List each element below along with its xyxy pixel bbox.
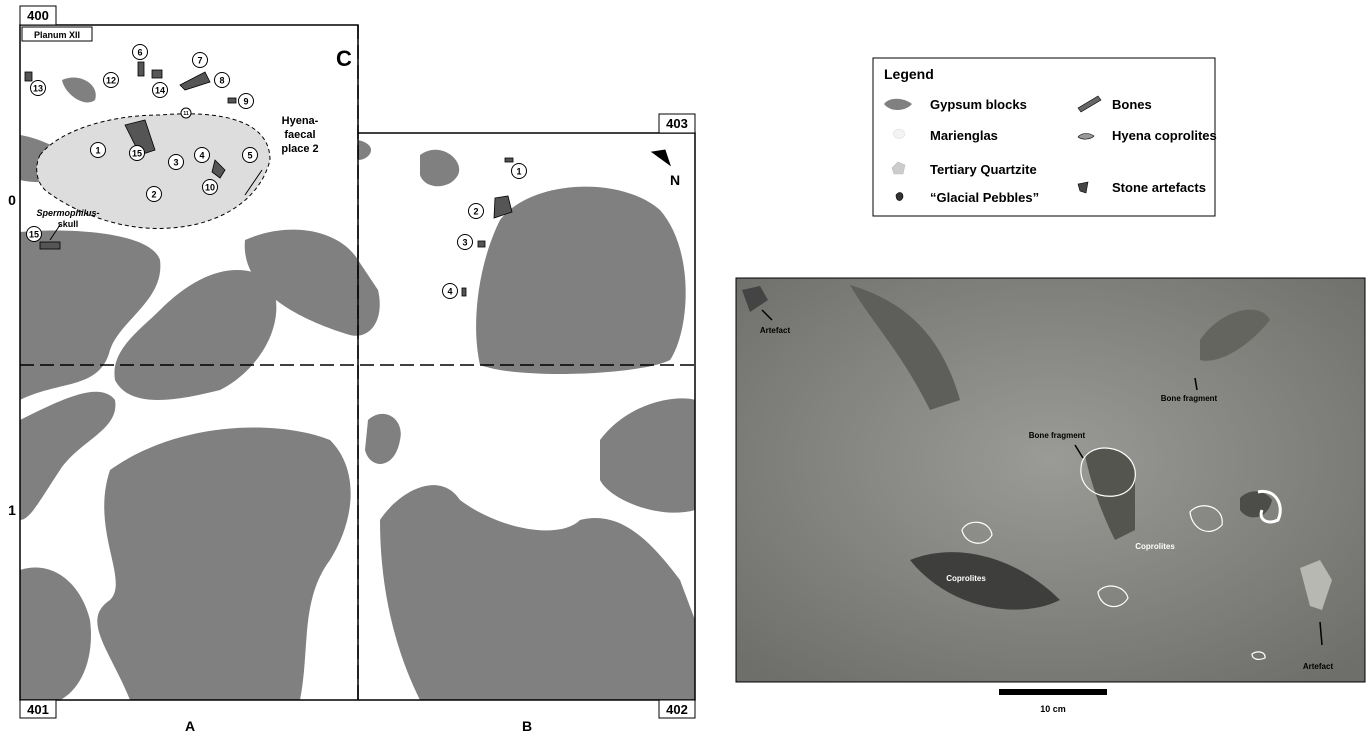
photo-label: Artefact bbox=[1303, 662, 1334, 671]
legend-item: Gypsum blocks bbox=[930, 97, 1027, 112]
marker-label: 15 bbox=[29, 230, 39, 240]
row-label: 0 bbox=[8, 192, 16, 208]
gypsum-blocks bbox=[20, 77, 695, 700]
marker-circle bbox=[152, 82, 168, 98]
skull-label: skull bbox=[58, 219, 79, 229]
finds bbox=[24, 61, 514, 297]
marker-label: 1 bbox=[516, 167, 521, 177]
marker-circle bbox=[30, 80, 46, 96]
legend-item: Bones bbox=[1112, 97, 1152, 112]
photo-label: Coprolites bbox=[946, 574, 986, 583]
marker-circle bbox=[238, 93, 254, 109]
marker-circle bbox=[511, 163, 527, 179]
marker-label: 1 bbox=[95, 146, 100, 156]
legend-item: Marienglas bbox=[930, 128, 998, 143]
legend-symbols bbox=[884, 95, 1102, 201]
marker-label: 10 bbox=[205, 183, 215, 193]
corner-label: 402 bbox=[666, 702, 688, 717]
row-label: 1 bbox=[8, 502, 16, 518]
marker-circle bbox=[168, 154, 184, 170]
marker-circle bbox=[132, 44, 148, 60]
photo-arrows bbox=[761, 309, 1323, 646]
photo-label: Bone fragment bbox=[1161, 394, 1218, 403]
marker-label: 4 bbox=[199, 151, 204, 161]
north-label: N bbox=[670, 172, 680, 188]
hyena-label: Hyena- bbox=[282, 115, 319, 127]
marker-circle bbox=[242, 147, 258, 163]
marker-circle bbox=[457, 234, 473, 250]
corner-label: 401 bbox=[27, 702, 49, 717]
photo-label: Coprolites bbox=[1135, 542, 1175, 551]
grid bbox=[19, 5, 696, 719]
marker-label: 15 bbox=[132, 149, 142, 159]
marker-label: 6 bbox=[137, 48, 142, 58]
photo bbox=[735, 277, 1366, 683]
marker-label: 5 bbox=[247, 151, 252, 161]
sector-label: C bbox=[336, 46, 352, 71]
marker-circle bbox=[468, 203, 484, 219]
hyena-label: place 2 bbox=[281, 143, 318, 155]
marker-circle bbox=[180, 107, 192, 119]
marker-circle bbox=[146, 186, 162, 202]
marker-circle bbox=[129, 145, 145, 161]
marker-label: 9 bbox=[243, 97, 248, 107]
marker-label: 4 bbox=[447, 287, 452, 297]
marker-label: 3 bbox=[173, 158, 178, 168]
legend-box bbox=[872, 57, 1216, 217]
marker-circle bbox=[90, 142, 106, 158]
column-label: A bbox=[185, 718, 195, 734]
marker-circle bbox=[26, 226, 42, 242]
photo-label: Artefact bbox=[760, 326, 791, 335]
photo-label: Bone fragment bbox=[1029, 431, 1086, 440]
hyena-place bbox=[36, 113, 271, 229]
marker-label: 13 bbox=[33, 84, 43, 94]
scale-bar bbox=[999, 689, 1107, 695]
marker-label: 3 bbox=[462, 238, 467, 248]
marker-circle bbox=[214, 72, 230, 88]
corner-label: 400 bbox=[27, 8, 49, 23]
marker-circle bbox=[202, 179, 218, 195]
corner-label: 403 bbox=[666, 116, 688, 131]
hyena-label: faecal bbox=[284, 129, 315, 141]
legend-item: Tertiary Quartzite bbox=[930, 162, 1037, 177]
legend-item: Stone artefacts bbox=[1112, 180, 1206, 195]
marker-circle bbox=[442, 283, 458, 299]
marker-label: 2 bbox=[151, 190, 156, 200]
legend-title: Legend bbox=[884, 66, 934, 82]
scale-label: 10 cm bbox=[1040, 704, 1066, 714]
marker-circle bbox=[194, 147, 210, 163]
marker-label: 12 bbox=[106, 76, 116, 86]
marker-label: 14 bbox=[155, 86, 165, 96]
planum-label: Planum XII bbox=[34, 30, 80, 40]
marker-label: 8 bbox=[219, 76, 224, 86]
marker-label: 2 bbox=[473, 207, 478, 217]
marker-circle bbox=[103, 72, 119, 88]
marker-label: 7 bbox=[197, 56, 202, 66]
legend-item: Hyena coprolites bbox=[1112, 128, 1217, 143]
marker-label: 11 bbox=[183, 111, 189, 117]
legend-item: “Glacial Pebbles” bbox=[930, 190, 1039, 205]
column-label: B bbox=[522, 718, 532, 734]
skull-label: Spermophilus- bbox=[36, 208, 99, 218]
marker-circle bbox=[192, 52, 208, 68]
